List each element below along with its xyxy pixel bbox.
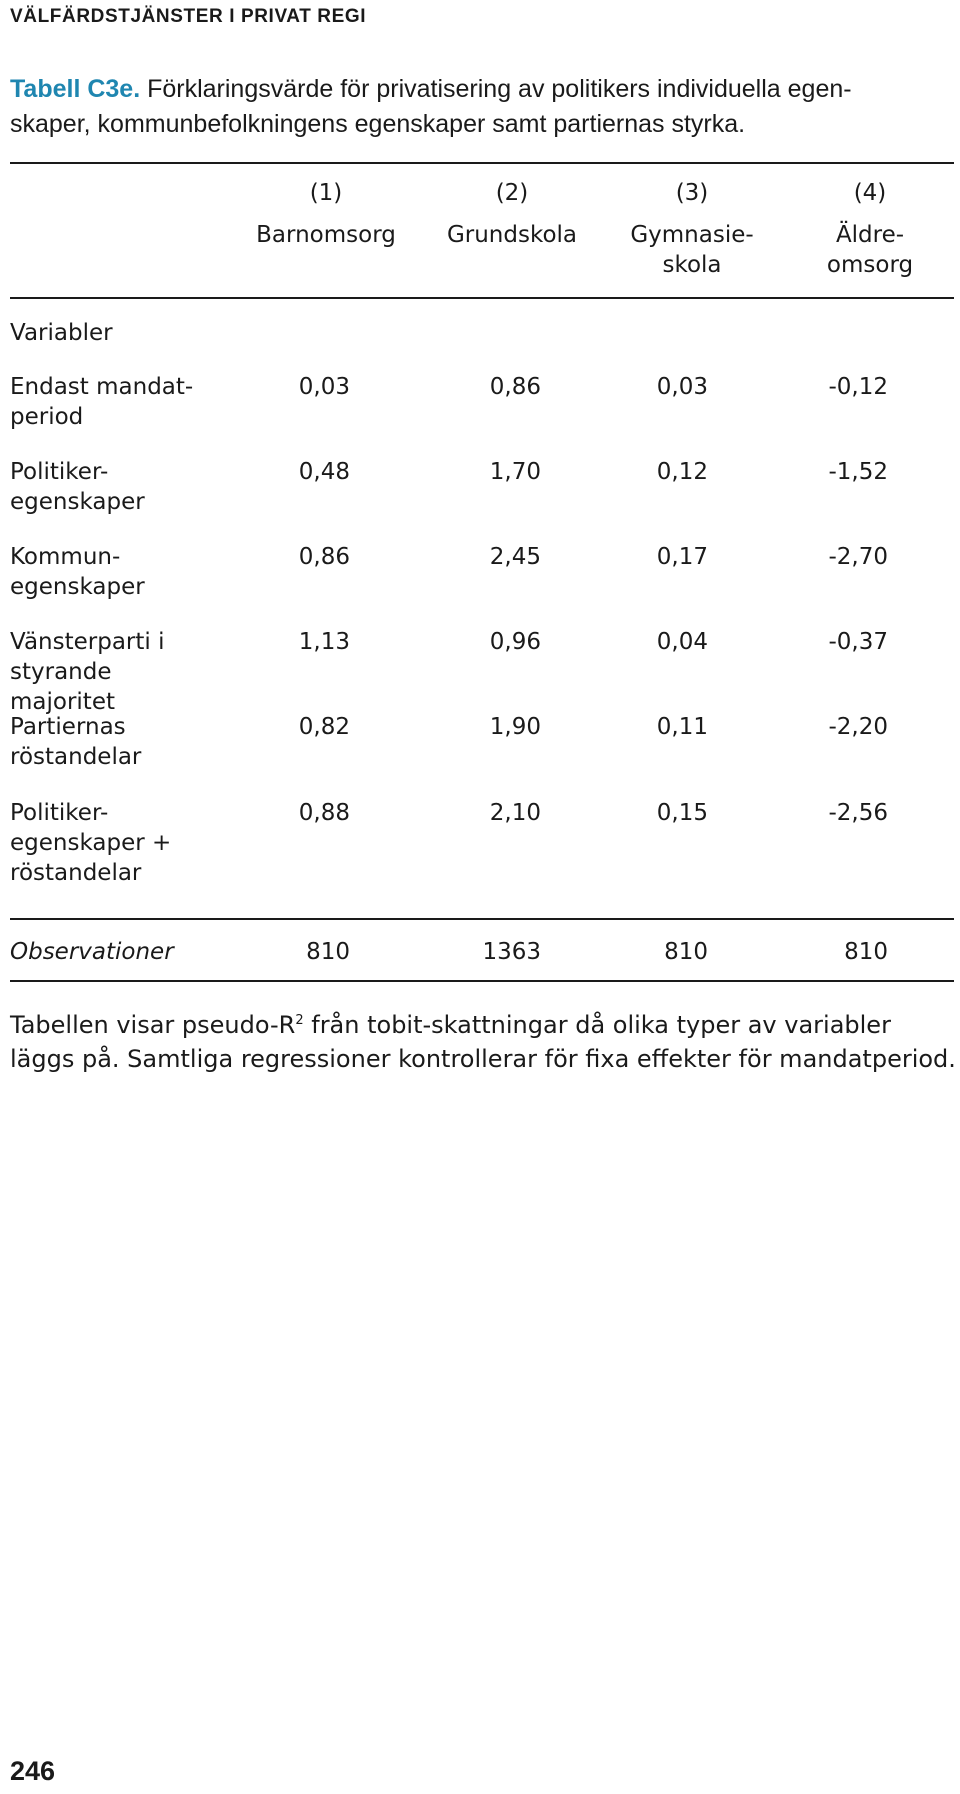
row-label-line: period bbox=[10, 404, 84, 430]
note-text-part1: Tabellen visar pseudo-R bbox=[10, 1011, 296, 1039]
row-label-line: röstandelar bbox=[10, 744, 142, 770]
table-label: Tabell C3e. bbox=[10, 75, 141, 103]
row-label-line: Endast mandat- bbox=[10, 374, 194, 400]
cell-r4-c1: 1,13 bbox=[298, 629, 350, 655]
note-text-part2: från tobit-skattningar då olika typer av… bbox=[10, 1011, 956, 1073]
cell-r6-c3: 0,15 bbox=[656, 800, 708, 826]
cell-r5-c4: -2,20 bbox=[828, 714, 888, 740]
column-header-line: Äldre- bbox=[835, 222, 905, 248]
cell-r1-c2: 0,86 bbox=[489, 374, 541, 400]
cell-r3-c2: 2,45 bbox=[489, 544, 541, 570]
cell-r2-c4: -1,52 bbox=[828, 459, 888, 485]
cell-r1-c4: -0,12 bbox=[828, 374, 888, 400]
header-bottom-rule bbox=[10, 297, 954, 299]
observations-label: Observationer bbox=[10, 939, 174, 965]
cell-r6-c2: 2,10 bbox=[489, 800, 541, 826]
cell-r3-c4: -2,70 bbox=[828, 544, 888, 570]
section-label: Variabler bbox=[10, 320, 113, 346]
column-header-line: Grundskola bbox=[446, 222, 578, 248]
column-header-line: omsorg bbox=[826, 252, 914, 278]
caption-text-line2: skaper, kommunbefolkningens egenskaper s… bbox=[10, 110, 746, 138]
table-top-rule bbox=[10, 162, 954, 164]
table-note: Tabellen visar pseudo-R2 från tobit-skat… bbox=[10, 1008, 958, 1076]
note-superscript: 2 bbox=[295, 1013, 304, 1028]
cell-r2-c2: 1,70 bbox=[489, 459, 541, 485]
observations-c2: 1363 bbox=[482, 939, 541, 965]
cell-r4-c2: 0,96 bbox=[489, 629, 541, 655]
row-label-kommunegenskaper: Kommun- egenskaper bbox=[10, 542, 220, 602]
cell-r1-c1: 0,03 bbox=[298, 374, 350, 400]
column-header-line: skola bbox=[662, 252, 722, 278]
row-label-line: Vänsterparti i bbox=[10, 629, 165, 655]
column-header-aldreomsorg: Äldre- omsorg bbox=[780, 220, 960, 280]
cell-r2-c1: 0,48 bbox=[298, 459, 350, 485]
table-caption: Tabell C3e. Förklaringsvärde för privati… bbox=[10, 72, 950, 142]
cell-r2-c3: 0,12 bbox=[656, 459, 708, 485]
running-header: VÄLFÄRDSTJÄNSTER I PRIVAT REGI bbox=[10, 6, 367, 27]
column-number-1: (1) bbox=[309, 180, 343, 206]
row-label-politikeregenskaper-rostandelar: Politiker- egenskaper + röstandelar bbox=[10, 798, 220, 888]
caption-text-line1: Förklaringsvärde för privatisering av po… bbox=[140, 75, 852, 103]
table-bottom-rule bbox=[10, 980, 954, 982]
row-label-line: Partiernas bbox=[10, 714, 126, 740]
column-header-grundskola: Grundskola bbox=[422, 220, 602, 250]
column-header-line: Gymnasie- bbox=[630, 222, 754, 248]
observations-c4: 810 bbox=[844, 939, 888, 965]
cell-r5-c2: 1,90 bbox=[489, 714, 541, 740]
row-label-line: styrande majoritet bbox=[10, 659, 115, 715]
cell-r6-c4: -2,56 bbox=[828, 800, 888, 826]
row-label-politikeregenskaper: Politiker- egenskaper bbox=[10, 457, 220, 517]
cell-r4-c4: -0,37 bbox=[828, 629, 888, 655]
row-label-partiernas-rostandelar: Partiernas röstandelar bbox=[10, 712, 220, 772]
column-number-4: (4) bbox=[853, 180, 887, 206]
cell-r6-c1: 0,88 bbox=[298, 800, 350, 826]
cell-r5-c3: 0,11 bbox=[656, 714, 708, 740]
column-header-gymnasieskola: Gymnasie- skola bbox=[602, 220, 782, 280]
column-number-2: (2) bbox=[495, 180, 529, 206]
cell-r3-c3: 0,17 bbox=[656, 544, 708, 570]
cell-r3-c1: 0,86 bbox=[298, 544, 350, 570]
column-header-barnomsorg: Barnomsorg bbox=[236, 220, 416, 250]
cell-r1-c3: 0,03 bbox=[656, 374, 708, 400]
row-label-line: egenskaper bbox=[10, 574, 145, 600]
row-label-line: egenskaper bbox=[10, 489, 145, 515]
observations-top-rule bbox=[10, 918, 954, 920]
row-label-vansterparti: Vänsterparti i styrande majoritet bbox=[10, 627, 220, 717]
observations-c1: 810 bbox=[306, 939, 350, 965]
page-number: 246 bbox=[10, 1756, 56, 1786]
cell-r5-c1: 0,82 bbox=[298, 714, 350, 740]
column-header-line: Barnomsorg bbox=[256, 222, 396, 248]
row-label-line: egenskaper + bbox=[10, 830, 172, 856]
row-label-line: Politiker- bbox=[10, 800, 109, 826]
column-number-3: (3) bbox=[675, 180, 709, 206]
row-label-line: Politiker- bbox=[10, 459, 109, 485]
cell-r4-c3: 0,04 bbox=[656, 629, 708, 655]
observations-c3: 810 bbox=[664, 939, 708, 965]
row-label-line: röstandelar bbox=[10, 860, 142, 886]
row-label-endast-mandatperiod: Endast mandat- period bbox=[10, 372, 220, 432]
row-label-line: Kommun- bbox=[10, 544, 121, 570]
